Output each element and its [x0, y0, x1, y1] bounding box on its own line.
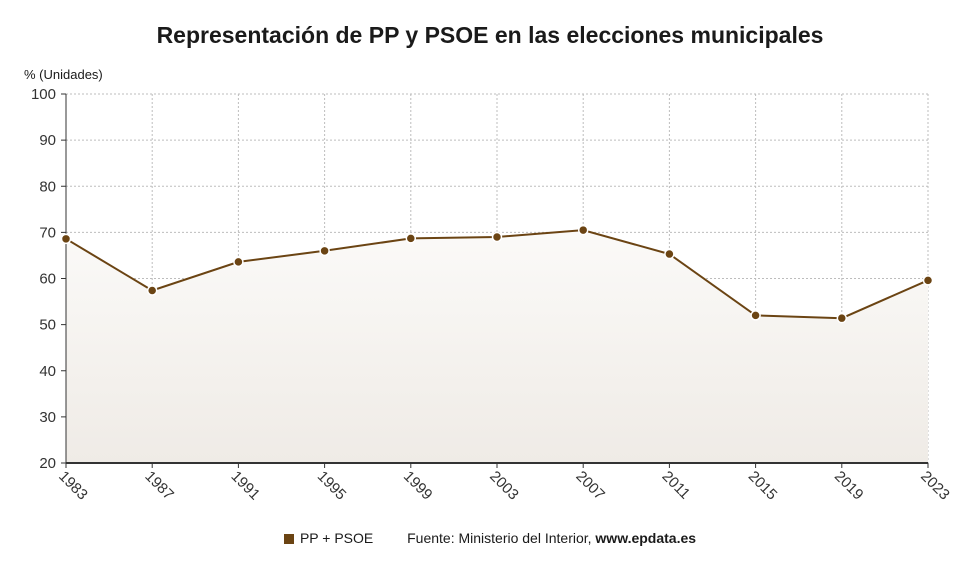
x-tick-labels: 1983 1987 1991 1995 1999 2003 2007 2011 2015 2019… [55, 468, 953, 504]
y-tick-label: 50 [39, 317, 56, 334]
x-tick-label: 2015 [745, 468, 781, 504]
data-point [319, 245, 330, 257]
data-point [60, 233, 72, 245]
legend-swatch [283, 534, 294, 544]
source-site: www.epdata.es [595, 530, 697, 546]
x-tick-label: 1987 [141, 468, 177, 504]
x-tick-label: 2023 [917, 468, 953, 504]
y-tick-label: 30 [39, 409, 56, 426]
x-tick-label: 1991 [228, 468, 264, 504]
axes [61, 93, 929, 468]
y-tick-label: 60 [39, 271, 56, 288]
data-point [491, 231, 503, 243]
x-tick-label: 2011 [659, 468, 694, 503]
y-tick-label: 100 [31, 86, 56, 103]
data-point [750, 310, 761, 321]
x-tick-label: 1983 [55, 468, 91, 504]
data-point [836, 312, 848, 324]
data-point [664, 248, 675, 260]
x-tick-label: 2003 [486, 468, 522, 504]
data-point [146, 285, 158, 296]
legend-label: PP + PSOE [299, 530, 374, 546]
y-tick-label: 80 [39, 178, 56, 195]
y-tick-labels: 20 30 40 50 60 70 80 90 100 [31, 86, 56, 472]
x-tick-label: 2019 [831, 468, 867, 504]
source-label: Fuente: Ministerio del Interior, [407, 530, 596, 546]
y-tick-label: 40 [39, 363, 56, 380]
x-tick-label: 1999 [400, 468, 436, 504]
chart-footer: PP + PSOE Fuente: Ministerio del Interio… [0, 530, 980, 546]
data-point [405, 233, 417, 244]
y-tick-label: 20 [39, 455, 56, 472]
legend-item: PP + PSOE [283, 530, 374, 546]
y-tick-label: 90 [39, 132, 56, 149]
series-points [60, 224, 934, 324]
data-point [577, 224, 589, 236]
x-tick-label: 1995 [314, 468, 350, 504]
series-area [66, 230, 928, 463]
data-point [922, 275, 934, 286]
chart-title: Representación de PP y PSOE en las elecc… [156, 22, 824, 48]
y-axis-label: % (Unidades) [24, 67, 103, 82]
x-tick-label: 2007 [572, 468, 608, 504]
data-point [233, 256, 244, 268]
y-tick-label: 70 [39, 224, 56, 241]
